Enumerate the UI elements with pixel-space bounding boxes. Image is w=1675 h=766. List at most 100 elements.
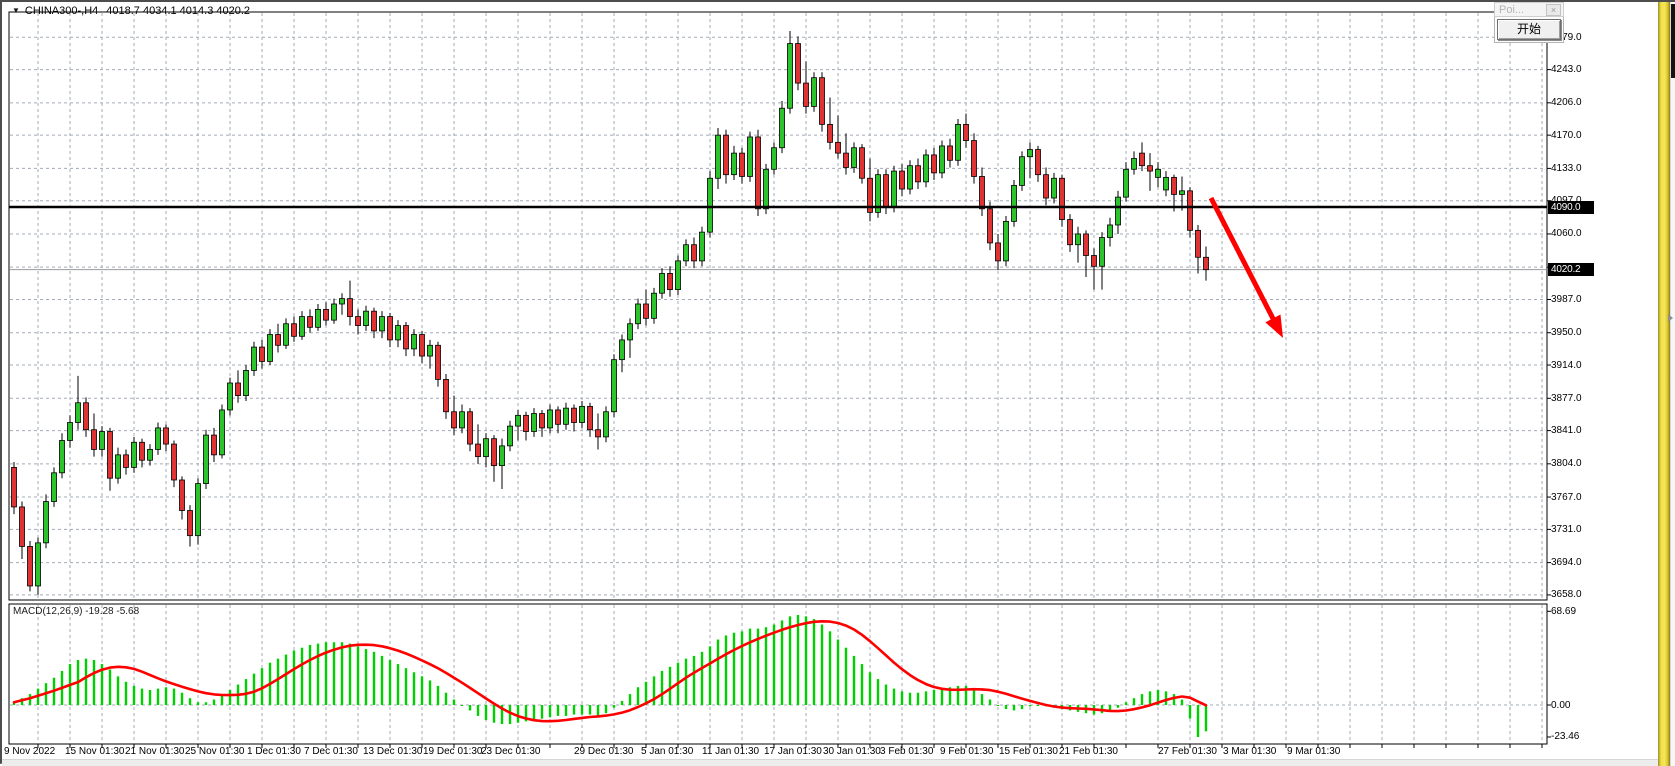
down-arrow-annotation[interactable]: [1208, 196, 1283, 338]
candle-body: [595, 429, 601, 438]
time-axis-label: 15 Feb 01:30: [999, 746, 1058, 757]
candle-body: [467, 411, 473, 445]
candle-body: [59, 440, 65, 474]
popup-titlebar[interactable]: Poi... ×: [1494, 2, 1564, 17]
candle-body: [1035, 149, 1041, 176]
candle-body: [523, 414, 529, 432]
pane-frames: [8, 11, 1548, 745]
candle-body: [219, 409, 225, 456]
time-axis-label: 23 Dec 01:30: [481, 746, 541, 757]
candle-body: [99, 431, 105, 450]
candle-body: [387, 316, 393, 341]
price-axis-label: 4206.0: [1551, 97, 1582, 109]
candle-body: [971, 140, 977, 177]
scrollbar-thumb[interactable]: [1671, 4, 1675, 78]
ohlc-values: 4018.7 4034.1 4014.3 4020.2: [106, 5, 251, 17]
candle-body: [43, 501, 49, 544]
candle-body: [395, 325, 401, 341]
candle-body: [963, 123, 969, 141]
candle-body: [627, 323, 633, 341]
candle-body: [611, 359, 617, 413]
candle-body: [667, 273, 673, 291]
scrollbar-track[interactable]: [1670, 2, 1675, 766]
candle-body: [747, 136, 753, 177]
candle-body: [587, 405, 593, 431]
symbol-dropdown-icon[interactable]: ▼: [12, 6, 20, 15]
candle-body: [1027, 149, 1033, 158]
candle-body: [531, 413, 537, 432]
candle-body: [123, 454, 129, 468]
candle-body: [379, 316, 385, 332]
bottom-strip: [2, 759, 1658, 766]
candle-body: [827, 123, 833, 143]
candle-body: [787, 43, 793, 109]
time-axis-label: 1 Dec 01:30: [247, 746, 301, 757]
candle-body: [1163, 176, 1169, 191]
time-axis-label: 7 Dec 01:30: [304, 746, 358, 757]
candle-body: [51, 472, 57, 502]
time-axis-label: 21 Nov 01:30: [125, 746, 185, 757]
candle-body: [115, 454, 121, 479]
candle-body: [443, 379, 449, 413]
candle-body: [35, 542, 41, 587]
candle-body: [139, 441, 145, 461]
candle-body: [619, 339, 625, 361]
candle-body: [131, 441, 137, 468]
candle-body: [707, 177, 713, 233]
candle-body: [1091, 255, 1097, 267]
candle-body: [179, 479, 185, 511]
candle-body: [491, 438, 497, 467]
time-axis-label: 29 Dec 01:30: [574, 746, 634, 757]
candle-body: [171, 443, 177, 481]
candle-body: [1051, 177, 1057, 199]
candle-body: [227, 382, 233, 411]
candle-body: [1195, 229, 1201, 258]
candle-body: [891, 170, 897, 208]
candle-body: [195, 483, 201, 537]
time-axis-label: 30 Jan 01:30: [823, 746, 881, 757]
candle-body: [915, 165, 921, 183]
popup-close-button[interactable]: ×: [1546, 3, 1561, 16]
hline-price-tag: 4090.0: [1548, 200, 1594, 214]
candle-body: [843, 152, 849, 168]
gridlines: [10, 13, 1546, 743]
candle-body: [283, 323, 289, 346]
candle-body: [291, 323, 297, 337]
candle-body: [11, 467, 17, 508]
price-axis-label: 3658.0: [1551, 589, 1582, 601]
candle-body: [27, 546, 33, 587]
candle-body: [315, 308, 321, 328]
candle-body: [691, 244, 697, 262]
candle-body: [459, 411, 465, 429]
price-axis-label: 3731.0: [1551, 523, 1582, 535]
macd-signal-line: [12, 619, 1208, 723]
candle-body: [739, 152, 745, 177]
candle-body: [923, 154, 929, 183]
candle-body: [363, 310, 369, 326]
start-button[interactable]: 开始: [1497, 19, 1561, 40]
price-axis-label: 3767.0: [1551, 491, 1582, 503]
time-axis-label: 9 Mar 01:30: [1287, 746, 1341, 757]
candle-body: [539, 413, 545, 429]
candle-body: [1083, 233, 1089, 256]
candle-body: [979, 176, 985, 210]
candle-body: [251, 346, 257, 371]
candles-group: [11, 30, 1209, 595]
candle-body: [1011, 185, 1017, 222]
price-axis-label: 4279.0: [1551, 31, 1582, 43]
candle-body: [339, 298, 345, 305]
time-axis-label: 11 Jan 01:30: [702, 746, 760, 757]
candle-body: [19, 506, 25, 547]
candle-body: [1179, 190, 1185, 195]
macd-indicator-label: MACD(12,26,9) -19.28 -5.68: [13, 606, 140, 617]
panel-collapse-arrow-icon[interactable]: [1668, 314, 1673, 322]
time-axis-label: 13 Dec 01:30: [363, 746, 423, 757]
candle-body: [851, 147, 857, 168]
candle-body: [275, 334, 281, 346]
candle-body: [347, 298, 353, 317]
candle-body: [819, 77, 825, 125]
candle-body: [955, 123, 961, 161]
candle-body: [235, 382, 241, 396]
